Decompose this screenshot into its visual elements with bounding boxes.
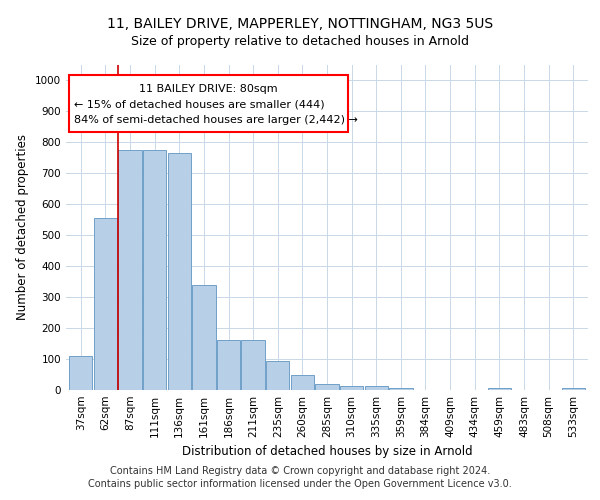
Bar <box>94 218 117 390</box>
Bar <box>290 374 314 390</box>
Text: 11 BAILEY DRIVE: 80sqm: 11 BAILEY DRIVE: 80sqm <box>139 84 278 94</box>
Bar <box>365 386 388 390</box>
Text: 84% of semi-detached houses are larger (2,442) →: 84% of semi-detached houses are larger (… <box>74 116 358 125</box>
Bar <box>217 340 240 390</box>
X-axis label: Distribution of detached houses by size in Arnold: Distribution of detached houses by size … <box>182 446 472 458</box>
FancyBboxPatch shape <box>68 74 348 132</box>
Bar <box>316 384 338 390</box>
Bar <box>118 150 142 390</box>
Bar <box>340 386 364 390</box>
Text: 11, BAILEY DRIVE, MAPPERLEY, NOTTINGHAM, NG3 5US: 11, BAILEY DRIVE, MAPPERLEY, NOTTINGHAM,… <box>107 18 493 32</box>
Text: Size of property relative to detached houses in Arnold: Size of property relative to detached ho… <box>131 35 469 48</box>
Text: Contains public sector information licensed under the Open Government Licence v3: Contains public sector information licen… <box>88 479 512 489</box>
Bar <box>69 356 92 390</box>
Bar <box>562 388 585 390</box>
Bar <box>488 388 511 390</box>
Text: ← 15% of detached houses are smaller (444): ← 15% of detached houses are smaller (44… <box>74 100 325 110</box>
Bar <box>143 150 166 390</box>
Bar <box>167 153 191 390</box>
Text: Contains HM Land Registry data © Crown copyright and database right 2024.: Contains HM Land Registry data © Crown c… <box>110 466 490 476</box>
Bar <box>241 340 265 390</box>
Bar <box>266 360 289 390</box>
Bar <box>192 285 215 390</box>
Bar <box>389 388 413 390</box>
Y-axis label: Number of detached properties: Number of detached properties <box>16 134 29 320</box>
